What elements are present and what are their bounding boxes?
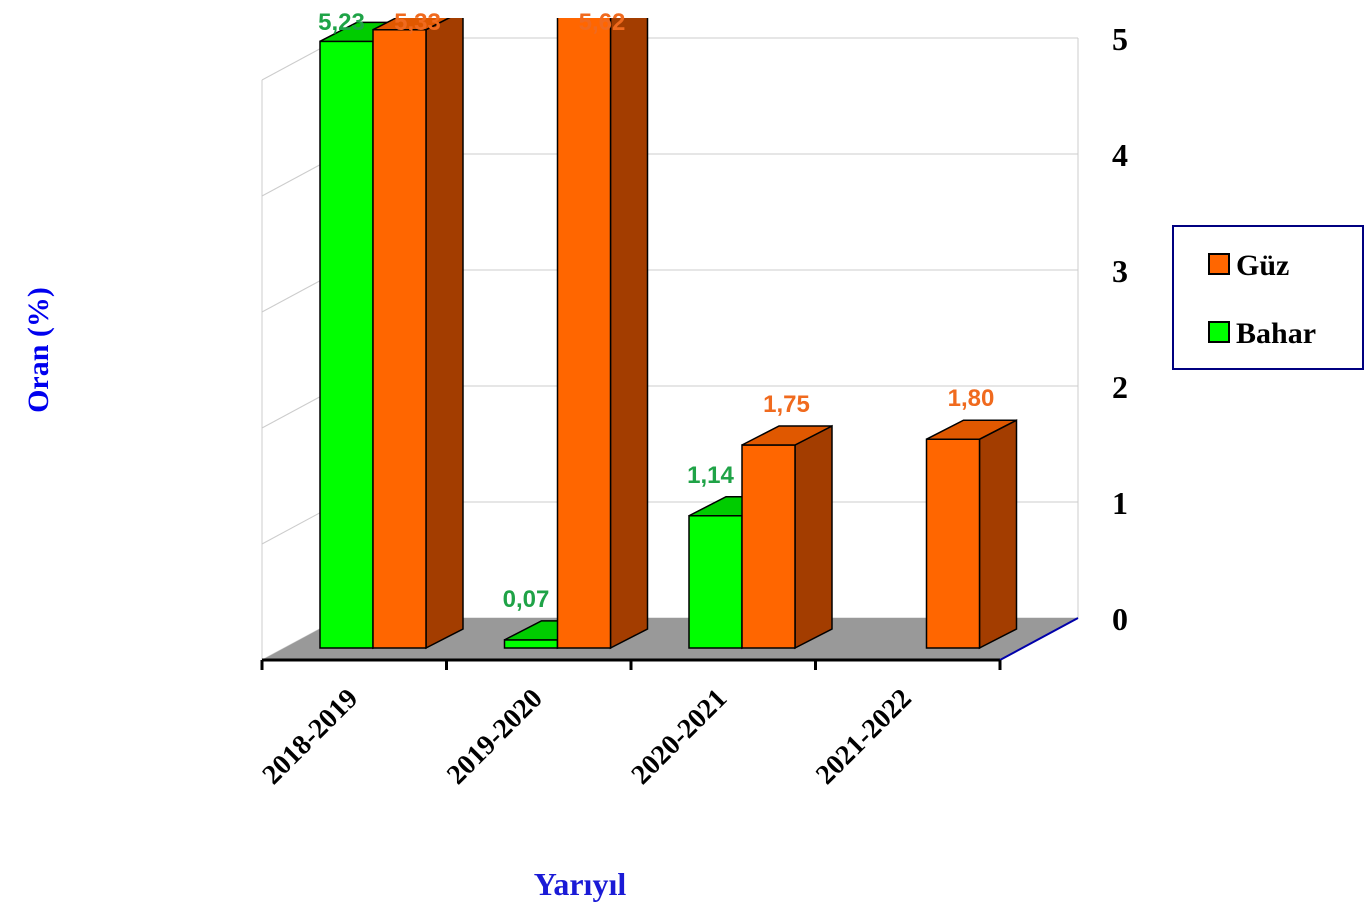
x-tick-label: 2021-2022	[810, 683, 918, 791]
x-tick-label: 2020-2021	[625, 683, 733, 791]
y-tick-label: 0	[1112, 601, 1128, 637]
legend-box	[1172, 225, 1364, 370]
bar-side	[425, 18, 464, 650]
value-label: 1,14	[687, 462, 734, 489]
value-label: 5,23	[318, 9, 365, 36]
bar-side	[609, 18, 649, 650]
value-label: 1,75	[763, 391, 810, 418]
bars	[319, 18, 1018, 650]
y-tick-label: 4	[1112, 137, 1128, 173]
bar	[741, 444, 796, 649]
x-tick-label: 2019-2020	[441, 683, 549, 791]
value-label: 5,62	[579, 9, 626, 36]
legend-swatch	[1208, 253, 1230, 275]
bar-top	[741, 425, 833, 446]
depth-axis	[999, 617, 1079, 661]
value-label: 1,80	[948, 385, 995, 412]
bar	[688, 515, 743, 649]
bar-side	[978, 418, 1018, 650]
bar	[503, 639, 559, 649]
bar	[372, 28, 427, 649]
value-label: 5,33	[394, 9, 441, 36]
bar-top	[926, 419, 1017, 440]
y-tick-label: 1	[1112, 485, 1128, 521]
y-axis-title: Oran (%)	[22, 287, 55, 413]
x-axis-title: Yarıyıl	[534, 866, 627, 902]
legend-label: Güz	[1236, 249, 1289, 282]
bar-side	[794, 424, 833, 650]
bar-top	[372, 18, 451, 31]
bar	[319, 40, 374, 649]
legend-swatch	[1208, 321, 1230, 343]
legend-label: Bahar	[1236, 317, 1316, 350]
y-tick-label: 3	[1112, 253, 1128, 289]
bar	[925, 438, 981, 649]
y-tick-label: 2	[1112, 369, 1128, 405]
x-tick-label: 2018-2019	[256, 683, 364, 791]
bar	[556, 18, 612, 649]
value-label: 0,07	[503, 586, 550, 613]
floor	[262, 618, 1078, 660]
y-tick-label: 5	[1112, 21, 1128, 57]
